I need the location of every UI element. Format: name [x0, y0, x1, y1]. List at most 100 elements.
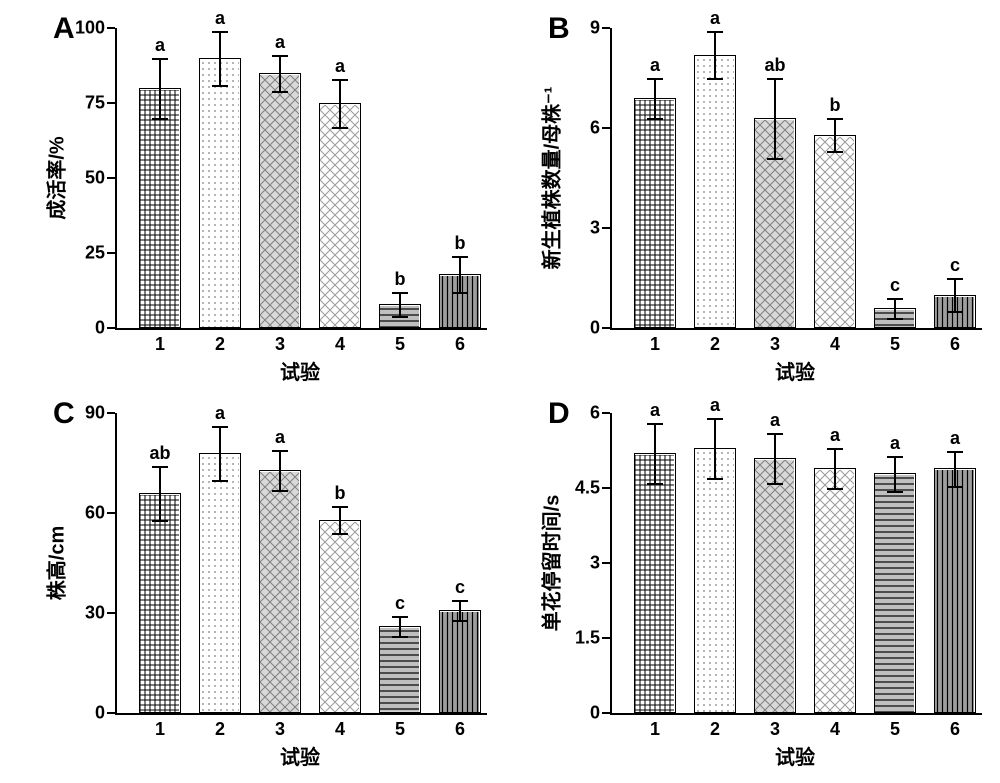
error-cap [707, 478, 723, 480]
y-tick-label: 60 [85, 503, 117, 524]
significance-label: a [650, 55, 660, 76]
error-cap [392, 292, 408, 294]
plot-area: 0369a1a2ab3b4c5c6 [610, 28, 982, 330]
y-tick-label: 0 [590, 703, 612, 724]
bar [259, 73, 301, 328]
error-cap [947, 486, 963, 488]
error-cap [767, 483, 783, 485]
error-bar [339, 79, 341, 127]
x-tick-label: 6 [950, 719, 960, 740]
error-bar [399, 616, 401, 636]
y-tick-label: 6 [590, 403, 612, 424]
error-cap [767, 158, 783, 160]
y-tick-label: 75 [85, 93, 117, 114]
error-bar [219, 426, 221, 479]
bar [814, 135, 856, 328]
error-bar [159, 58, 161, 118]
y-tick-label: 4.5 [575, 478, 612, 499]
bar [199, 58, 241, 328]
error-bar [954, 278, 956, 311]
bar [874, 473, 916, 713]
error-bar [654, 78, 656, 118]
error-bar [654, 423, 656, 483]
error-bar [834, 118, 836, 151]
error-bar [774, 433, 776, 483]
x-axis-title: 试验 [280, 356, 320, 385]
panel-letter: A [53, 12, 75, 46]
panel-D: D01.534.56a1a2a3a4a5a6单花停留时间/s试验 [510, 395, 990, 773]
bar [634, 98, 676, 328]
significance-label: a [155, 35, 165, 56]
panel-letter: B [548, 12, 570, 46]
error-bar [894, 456, 896, 491]
error-cap [152, 58, 168, 60]
error-bar [399, 292, 401, 316]
y-tick-label: 0 [95, 318, 117, 339]
error-cap [887, 456, 903, 458]
error-cap [212, 426, 228, 428]
significance-label: b [335, 483, 346, 504]
error-cap [332, 79, 348, 81]
x-tick-label: 1 [155, 334, 165, 355]
y-tick-label: 90 [85, 403, 117, 424]
y-tick-label: 6 [590, 118, 612, 139]
error-cap [332, 127, 348, 129]
error-cap [647, 423, 663, 425]
y-tick-label: 100 [75, 18, 117, 39]
error-bar [714, 418, 716, 478]
x-tick-label: 5 [395, 719, 405, 740]
error-bar [219, 31, 221, 85]
panel-letter: C [53, 397, 75, 431]
y-axis-title: 成活率/% [41, 136, 70, 219]
bar [319, 103, 361, 328]
x-tick-label: 1 [155, 719, 165, 740]
significance-label: a [215, 403, 225, 424]
error-cap [827, 118, 843, 120]
significance-label: a [275, 427, 285, 448]
x-tick-label: 2 [215, 334, 225, 355]
y-tick-label: 30 [85, 603, 117, 624]
panel-C: C0306090ab1a2a3b4c5c6株高/cm试验 [20, 395, 500, 773]
x-tick-label: 6 [455, 334, 465, 355]
error-bar [834, 448, 836, 488]
error-cap [332, 533, 348, 535]
x-tick-label: 5 [890, 719, 900, 740]
y-tick-label: 3 [590, 553, 612, 574]
x-tick-label: 3 [770, 334, 780, 355]
bar [694, 55, 736, 328]
error-cap [947, 311, 963, 313]
significance-label: c [395, 593, 405, 614]
x-tick-label: 3 [770, 719, 780, 740]
error-bar [339, 506, 341, 533]
error-cap [332, 506, 348, 508]
x-tick-label: 2 [710, 719, 720, 740]
error-cap [647, 118, 663, 120]
significance-label: ab [149, 443, 170, 464]
significance-label: c [890, 275, 900, 296]
x-tick-label: 6 [950, 334, 960, 355]
significance-label: b [830, 95, 841, 116]
x-tick-label: 4 [830, 719, 840, 740]
y-tick-label: 25 [85, 243, 117, 264]
significance-label: a [890, 433, 900, 454]
error-cap [767, 78, 783, 80]
error-cap [767, 433, 783, 435]
figure-page: { "page":{"w":1000,"h":783}, "layout":{ … [0, 0, 1000, 783]
error-bar [459, 256, 461, 292]
x-axis-title: 试验 [775, 356, 815, 385]
significance-label: ab [764, 55, 785, 76]
error-cap [392, 316, 408, 318]
error-cap [947, 451, 963, 453]
panel-B: B0369a1a2ab3b4c5c6新生植株数量/母株⁻¹试验 [510, 10, 990, 380]
error-bar [159, 466, 161, 519]
error-cap [392, 636, 408, 638]
significance-label: b [395, 269, 406, 290]
plot-area: 01.534.56a1a2a3a4a5a6 [610, 413, 982, 715]
error-cap [272, 490, 288, 492]
y-tick-label: 3 [590, 218, 612, 239]
significance-label: c [950, 255, 960, 276]
error-cap [452, 600, 468, 602]
significance-label: b [455, 233, 466, 254]
significance-label: a [830, 425, 840, 446]
y-tick-label: 50 [85, 168, 117, 189]
